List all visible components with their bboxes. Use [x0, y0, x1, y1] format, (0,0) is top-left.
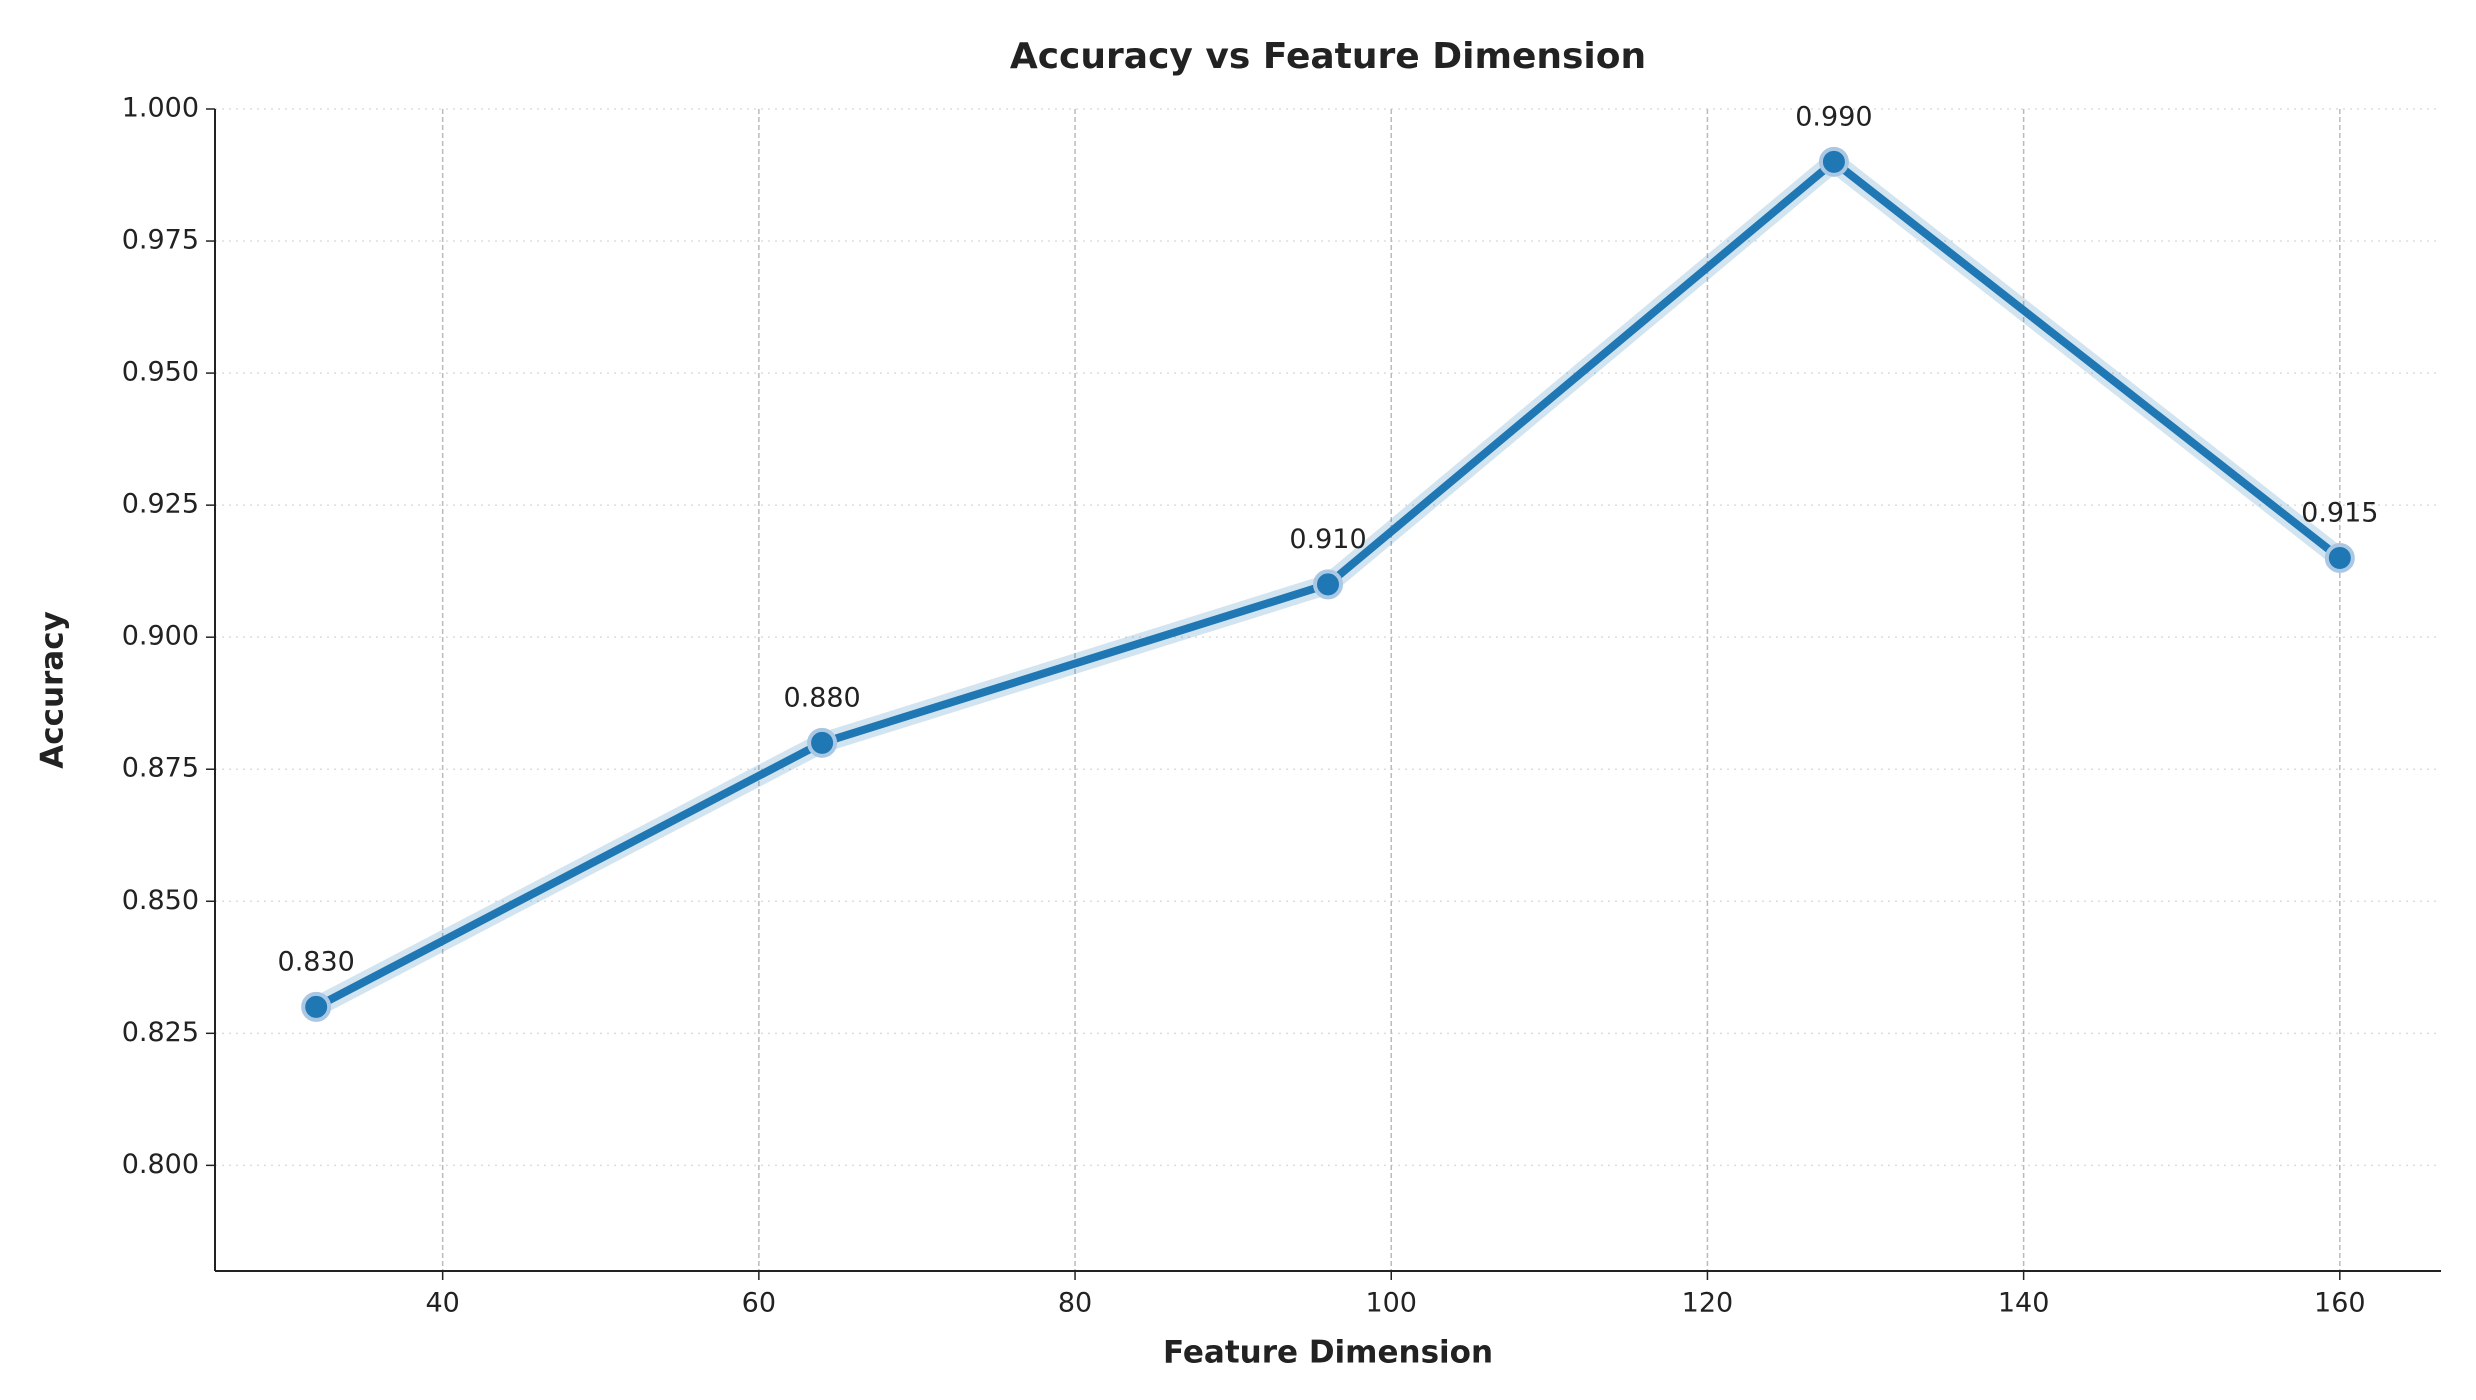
x-tick-label: 160 [2314, 1288, 2366, 1319]
y-tick-label: 0.975 [122, 225, 199, 256]
marker [2324, 542, 2355, 573]
marker [807, 727, 838, 758]
x-tick-label: 140 [1998, 1288, 2050, 1319]
value-label: 0.915 [2301, 497, 2378, 528]
y-tick-label: 0.925 [122, 489, 199, 520]
x-tick-label: 100 [1365, 1288, 1417, 1319]
y-tick-label: 0.800 [122, 1149, 199, 1180]
y-tick-label: 0.900 [122, 621, 199, 652]
value-label: 0.990 [1795, 101, 1872, 132]
x-axis-label: Feature Dimension [1163, 1335, 1493, 1371]
y-tick-label: 0.875 [122, 753, 199, 784]
y-tick-label: 1.000 [122, 93, 199, 124]
y-axis-label: Accuracy [35, 611, 71, 769]
marker [1313, 569, 1343, 600]
marker [1818, 146, 1849, 177]
value-label: 0.910 [1289, 524, 1366, 555]
value-label: 0.830 [278, 946, 355, 977]
y-tick-label: 0.825 [122, 1017, 199, 1048]
y-tick-label: 0.950 [122, 357, 199, 388]
x-tick-label: 60 [742, 1288, 776, 1319]
x-tick-label: 80 [1058, 1288, 1092, 1319]
chart-title: Accuracy vs Feature Dimension [1010, 36, 1646, 77]
value-label: 0.880 [783, 682, 860, 713]
x-tick-label: 120 [1682, 1288, 1734, 1319]
marker [301, 991, 332, 1022]
x-tick-label: 40 [425, 1288, 459, 1319]
y-tick-label: 0.850 [122, 885, 199, 916]
